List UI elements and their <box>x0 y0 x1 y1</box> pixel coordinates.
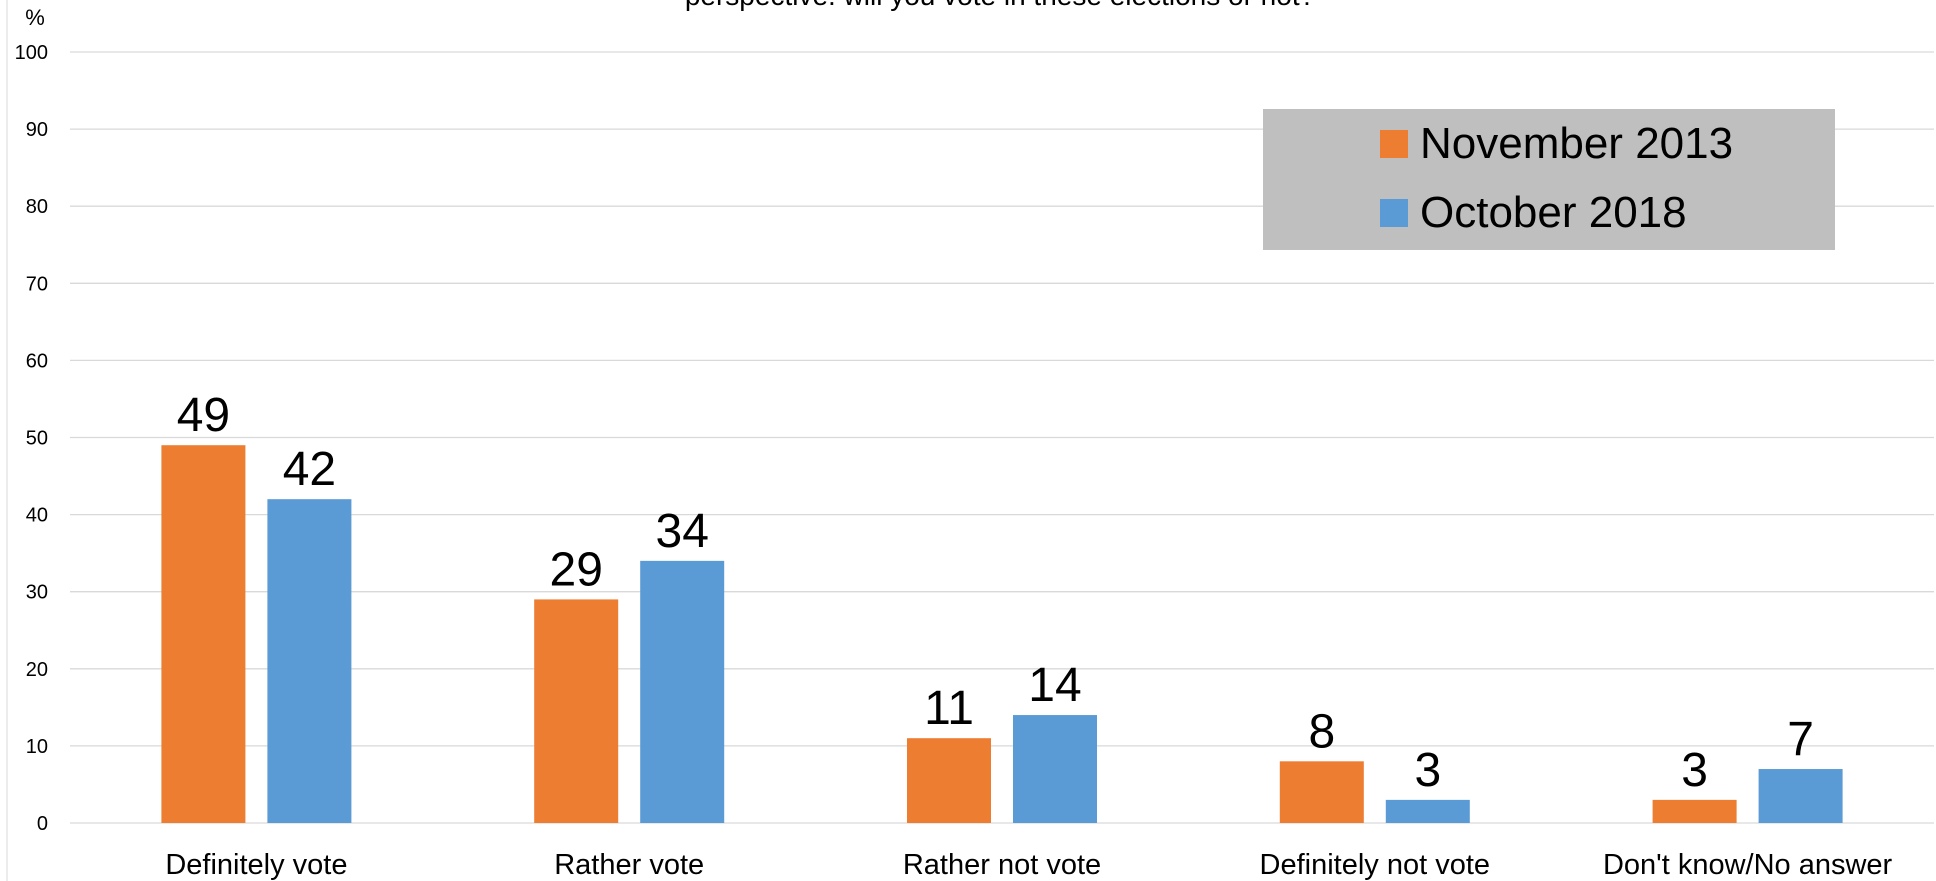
bar-october-2018-definitely-vote <box>267 499 352 823</box>
bar-october-2018-definitely-not-vote <box>1385 799 1470 823</box>
y-tick-label-0: 0 <box>37 813 48 835</box>
data-labels: 49 42 29 34 11 14 8 3 3 7 <box>177 389 1814 797</box>
bar-october-2018-rather-vote <box>640 560 725 823</box>
data-label-november-2013-definitely-vote: 49 <box>177 389 230 442</box>
chart-title: perspective: will you vote in these elec… <box>685 0 1315 11</box>
category-label-rather-vote: Rather vote <box>554 849 704 881</box>
data-label-october-2018-definitely-not-vote: 3 <box>1414 744 1441 797</box>
legend-label-october-2018: October 2018 <box>1420 188 1687 237</box>
category-label-don-t-know-no-answer: Don't know/No answer <box>1603 849 1893 881</box>
data-label-october-2018-rather-vote: 34 <box>656 505 709 558</box>
data-label-october-2018-rather-not-vote: 14 <box>1028 659 1081 712</box>
bar-november-2013-definitely-vote <box>161 445 246 823</box>
y-tick-label-40: 40 <box>26 505 48 527</box>
bar-october-2018-don-t-know-no-answer <box>1758 769 1843 823</box>
y-tick-label-90: 90 <box>26 119 48 141</box>
y-tick-label-50: 50 <box>26 428 48 450</box>
bar-october-2018-rather-not-vote <box>1013 715 1097 823</box>
data-label-october-2018-definitely-vote: 42 <box>283 443 336 496</box>
data-label-november-2013-rather-vote: 29 <box>550 543 603 596</box>
bars <box>161 445 1843 823</box>
bar-november-2013-definitely-not-vote <box>1279 761 1364 823</box>
bar-november-2013-rather-vote <box>534 599 619 823</box>
y-axis-unit-label: % <box>25 5 45 30</box>
legend-swatch-november-2013 <box>1380 130 1408 158</box>
category-label-rather-not-vote: Rather not vote <box>903 849 1101 881</box>
data-label-november-2013-rather-not-vote: 11 <box>924 682 974 735</box>
y-tick-label-30: 30 <box>26 582 48 604</box>
category-labels: Definitely vote Rather vote Rather not vot… <box>165 849 1892 881</box>
legend-background <box>1263 109 1835 250</box>
data-label-november-2013-don-t-know-no-answer: 3 <box>1681 744 1708 797</box>
data-label-october-2018-don-t-know-no-answer: 7 <box>1787 713 1814 766</box>
data-label-november-2013-definitely-not-vote: 8 <box>1308 705 1335 758</box>
bar-november-2013-don-t-know-no-answer <box>1652 799 1737 823</box>
legend-swatch-october-2018 <box>1380 199 1408 227</box>
y-axis-ticks: 0 10 20 30 40 50 60 70 80 90 100 <box>15 42 48 835</box>
y-tick-label-80: 80 <box>26 196 48 218</box>
y-tick-label-60: 60 <box>26 350 48 372</box>
y-tick-label-10: 10 <box>26 736 48 758</box>
legend: November 2013 October 2018 <box>1263 109 1835 250</box>
y-tick-label-70: 70 <box>26 273 48 295</box>
category-label-definitely-vote: Definitely vote <box>165 849 347 881</box>
y-tick-label-100: 100 <box>15 42 48 64</box>
category-label-definitely-not-vote: Definitely not vote <box>1260 849 1491 881</box>
legend-label-november-2013: November 2013 <box>1420 119 1733 168</box>
bar-november-2013-rather-not-vote <box>907 738 991 823</box>
y-tick-label-20: 20 <box>26 659 48 681</box>
